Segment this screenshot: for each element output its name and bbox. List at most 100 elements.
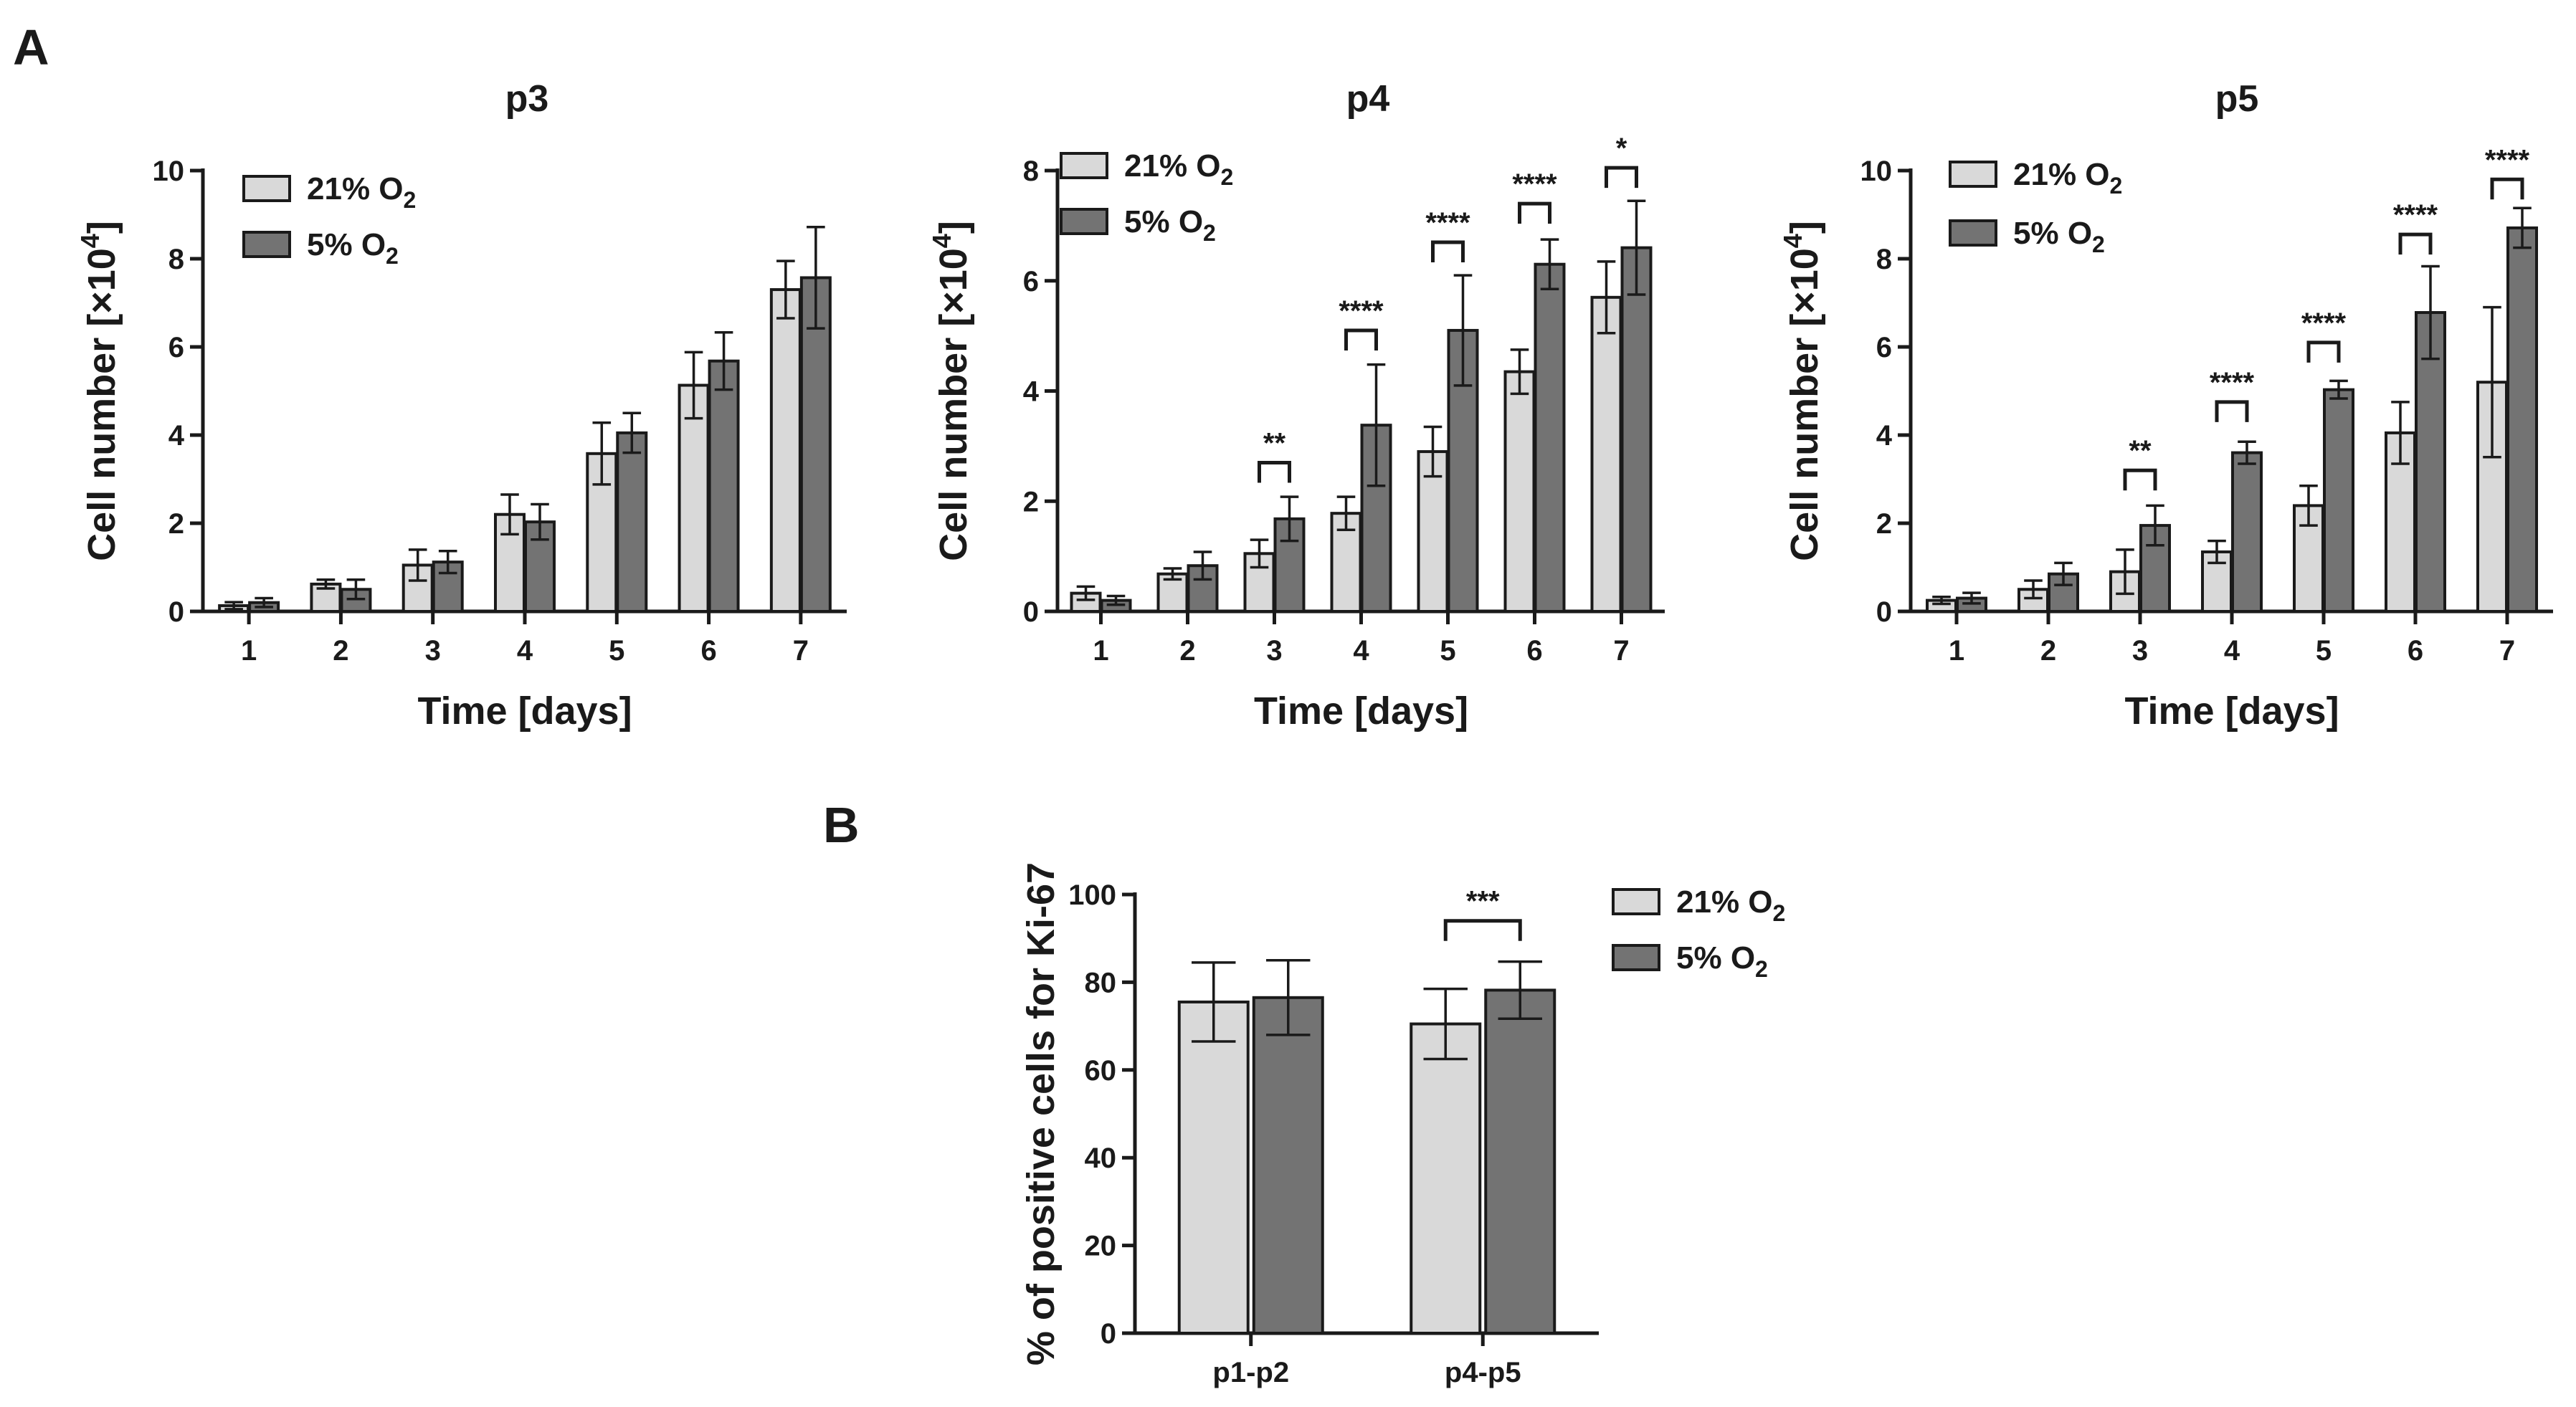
y-tick-label: 0 [1023,596,1039,628]
x-tick-label: 6 [1526,635,1542,667]
error-bar [2391,401,2410,465]
bar-21pct [1177,1000,1250,1335]
bar-21pct [769,288,802,613]
chart-title: p4 [1346,78,1390,120]
bar-21pct [678,383,710,613]
x-tick-label: 3 [1266,635,1282,667]
x-tick-label: 4 [2224,635,2240,667]
y-tick-label: 60 [1085,1055,1117,1087]
y-tick-label: 0 [1101,1318,1116,1350]
legend-swatch [1060,152,1108,179]
y-tick-label: 8 [1876,244,1892,275]
chart-title: p5 [2215,78,2259,120]
y-tick-label: 2 [1023,486,1039,518]
error-bar [2421,264,2440,361]
legend-label: 5% O2 [1124,204,1216,246]
bar-5pct [1484,988,1556,1335]
error-bar [1498,960,1542,1020]
bar-5pct [2231,451,2263,613]
panel-letter-a: A [13,19,49,75]
error-bar [316,578,336,590]
x-tick-label: 2 [333,635,348,667]
error-bar [1076,585,1095,601]
x-tick-label: 6 [700,635,716,667]
error-bar [776,259,795,320]
y-axis-title: Cell number [×104] [75,221,123,561]
significance-bracket [2215,400,2249,422]
error-bar [438,549,457,575]
legend-swatch [1949,219,1997,247]
y-tick-label: 0 [1876,596,1892,628]
significance-bracket [2306,340,2341,363]
y-tick-label: 10 [153,156,185,187]
significance-label: **** [2210,367,2255,399]
error-bar [684,350,703,420]
legend-label: 21% O2 [307,171,416,213]
bar-5pct [708,359,740,613]
chart-ki67: 0 20 40 60 80 100 p1-p2 p4-p5 *** % of positive c… [1020,862,1785,1388]
error-bar [2024,579,2043,600]
legend-label: 5% O2 [1676,940,1768,982]
error-bar [1193,550,1212,581]
y-tick-label: 4 [1876,420,1893,452]
significance-label: **** [2393,199,2438,231]
error-bar [2207,539,2226,565]
significance-bracket [1605,166,1638,189]
bar-5pct [1252,996,1324,1335]
y-tick-label: 2 [1876,508,1892,540]
y-tick-label: 4 [1023,376,1040,408]
error-bar [1163,567,1182,581]
error-bar [531,502,549,541]
y-tick-label: 100 [1068,879,1116,911]
x-tick-label: 1 [241,635,257,667]
y-tick-label: 8 [168,244,184,275]
error-bar [1627,199,1646,296]
error-bar [1423,987,1468,1061]
x-axis-title: Time [days] [417,690,632,733]
significance-label: ** [2129,435,2152,467]
x-tick-label: 5 [2316,635,2332,667]
significance-bracket [1344,328,1378,350]
y-tick-label: 40 [1085,1143,1117,1174]
significance-bracket [1518,201,1551,224]
bar-5pct [2415,311,2446,613]
legend-label: 21% O2 [1676,884,1785,926]
error-bar [2238,440,2256,465]
significance-bracket [1443,919,1522,941]
error-bar [1510,348,1529,396]
error-bar [1423,425,1443,478]
error-bar [2116,548,2134,596]
y-tick-label: 4 [168,420,185,452]
legend-swatch [1612,888,1660,915]
significance-bracket [1258,460,1291,483]
error-bar [1106,594,1126,606]
error-bar [2146,504,2164,547]
x-tick-label: 5 [609,635,624,667]
error-bar [1280,495,1299,543]
legend-swatch [1060,208,1108,235]
error-bar [2299,484,2318,527]
y-tick-label: 6 [1876,332,1892,363]
error-bar [1962,591,1981,605]
x-tick-label: 4 [1353,635,1369,667]
error-bar [592,421,612,486]
significance-label: **** [2301,307,2347,339]
error-bar [1597,260,1616,335]
bar-21pct [1590,295,1622,613]
error-bar [346,578,366,601]
error-bar [255,596,273,609]
y-tick-label: 6 [168,332,184,363]
legend-swatch [242,175,291,202]
legend-swatch [242,231,291,258]
significance-label: **** [1425,207,1470,239]
error-bar [224,601,243,611]
error-bar [500,493,519,536]
error-bar [1336,495,1356,531]
error-bar [1192,961,1236,1043]
error-bar [2054,561,2073,586]
y-axis-title: Cell number [×104] [927,221,975,561]
x-tick-label: p4-p5 [1445,1357,1521,1388]
